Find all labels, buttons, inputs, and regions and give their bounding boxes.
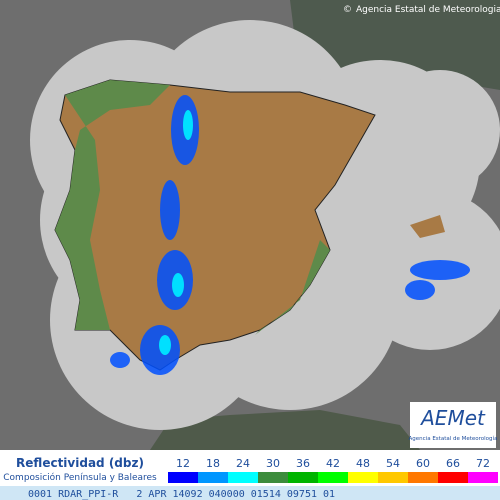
legend-swatch [438, 472, 468, 483]
logo-caption: Agencia Estatal de Meteorología [409, 435, 498, 442]
legend-tick-label: 24 [236, 457, 250, 470]
legend-tick-label: 60 [416, 457, 430, 470]
coast [255, 240, 330, 335]
status-line: 0001 RDAR_PPI-R 2 APR 14092 040000 01514… [28, 489, 335, 500]
logo-brand: AEMet [419, 406, 486, 430]
logo-box [410, 402, 496, 448]
legend-title: Reflectividad (dbz) [16, 456, 144, 470]
legend-swatch [408, 472, 438, 483]
legend-tick-label: 66 [446, 457, 460, 470]
legend-swatch [348, 472, 378, 483]
legend-tick-label: 72 [476, 457, 490, 470]
legend-tick-label: 48 [356, 457, 370, 470]
lowlands [55, 80, 170, 330]
africa [150, 410, 420, 450]
legend-subtitle: Composición Península y Baleares [3, 472, 157, 483]
legend-swatch [288, 472, 318, 483]
legend-swatch [228, 472, 258, 483]
legend-tick-label: 42 [326, 457, 340, 470]
legend-tick-label: 18 [206, 457, 220, 470]
legend-tick-label: 30 [266, 457, 280, 470]
status-bar [0, 486, 500, 500]
legend-swatch [468, 472, 498, 483]
copyright-symbol: © [343, 5, 352, 15]
legend-swatch [318, 472, 348, 483]
mallorca [410, 215, 445, 238]
legend-swatch [198, 472, 228, 483]
radar-echoes-strong [159, 110, 193, 355]
legend-tick-label: 12 [176, 457, 190, 470]
legend-swatch [378, 472, 408, 483]
legend-swatch [168, 472, 198, 483]
legend-tick-label: 54 [386, 457, 400, 470]
legend-swatch [258, 472, 288, 483]
colorbar: 12 18 24 30 36 42 48 54 60 66 72 [168, 457, 498, 483]
legend-tick-label: 36 [296, 457, 310, 470]
copyright: Agencia Estatal de Meteorologia [356, 5, 500, 15]
